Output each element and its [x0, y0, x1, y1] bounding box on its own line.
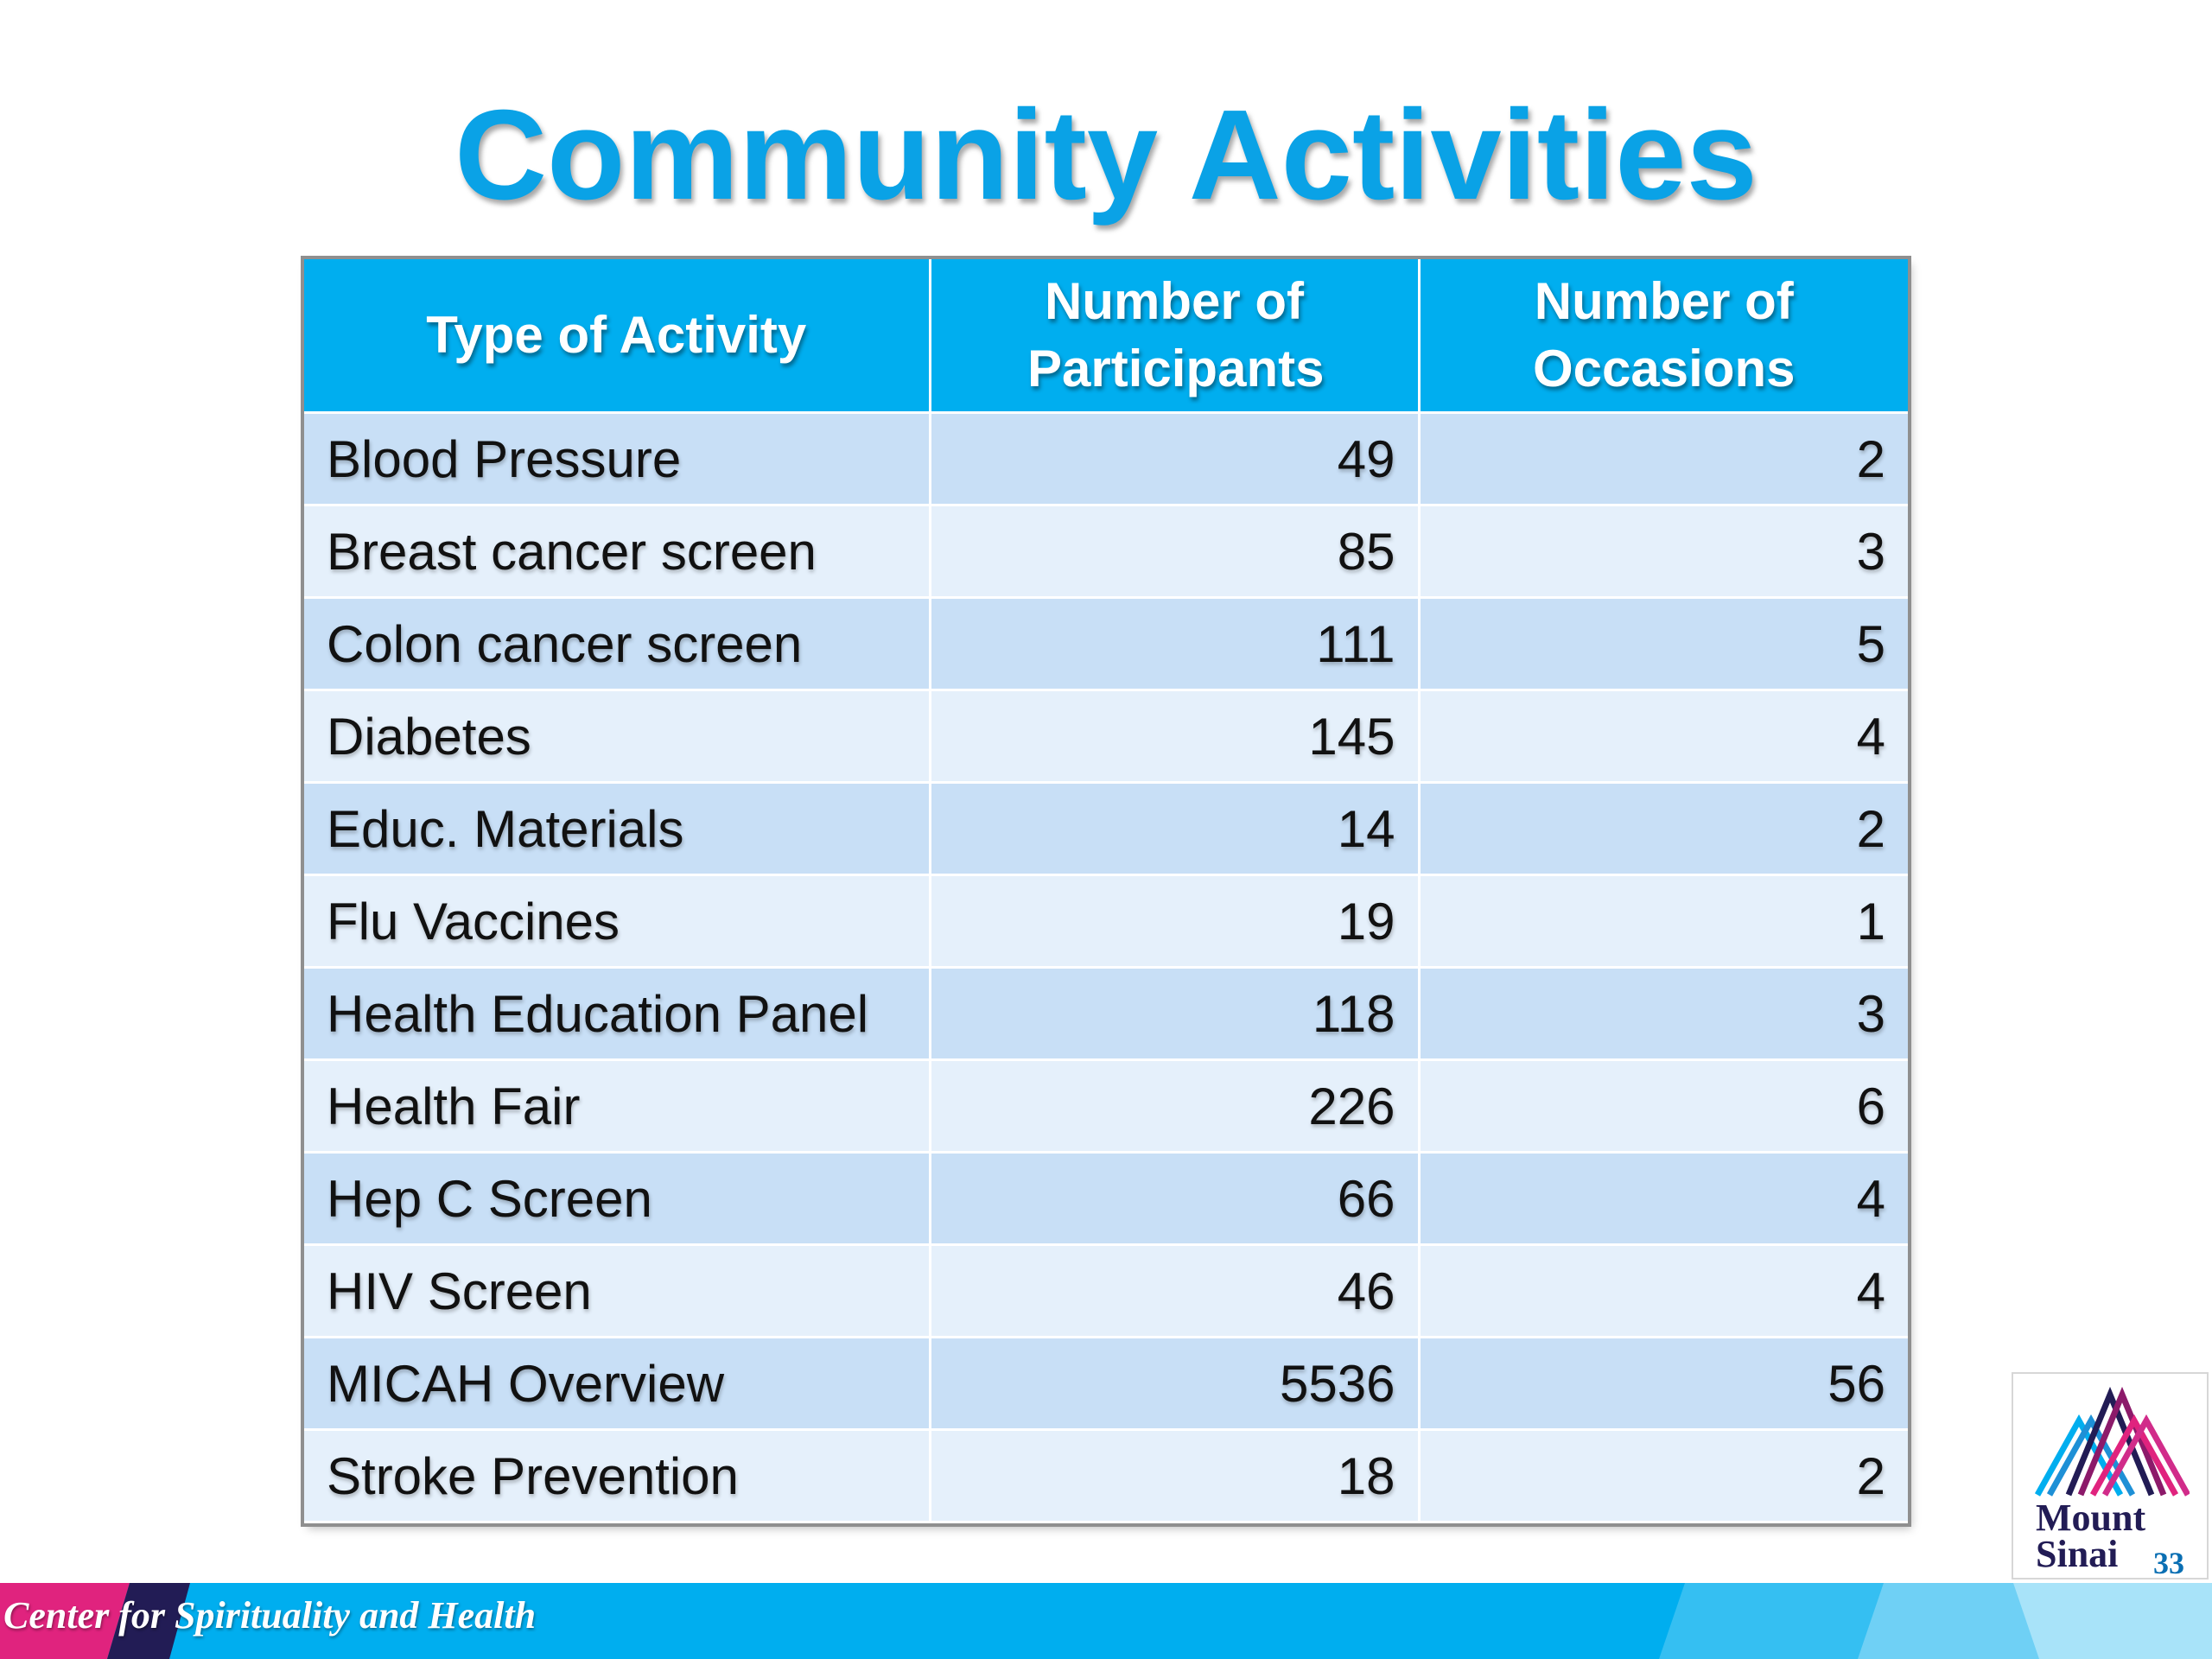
- participants-count: 5536: [930, 1337, 1421, 1431]
- participants-count: 85: [930, 505, 1421, 599]
- logo-line-mount: Mount: [2036, 1497, 2146, 1539]
- participants-count: 14: [930, 782, 1421, 876]
- table-row: Stroke Prevention 18 2: [304, 1429, 1908, 1523]
- occasions-count: 2: [1419, 412, 1908, 506]
- table-header-row: Type of Activity Number of Participants …: [304, 259, 1908, 414]
- logo-line-sinai: Sinai: [2036, 1533, 2119, 1575]
- participants-count: 18: [930, 1429, 1421, 1523]
- header-type-of-activity: Type of Activity: [304, 259, 931, 414]
- participants-count: 49: [930, 412, 1421, 506]
- activities-table: Type of Activity Number of Participants …: [304, 259, 1908, 1523]
- mount-sinai-peaks-icon: [2034, 1386, 2190, 1497]
- participants-count: 66: [930, 1152, 1421, 1246]
- occasions-count: 2: [1419, 782, 1908, 876]
- occasions-count: 4: [1419, 1244, 1908, 1338]
- activity-name: Blood Pressure: [304, 412, 931, 506]
- activity-name: Health Education Panel: [304, 967, 931, 1061]
- table-row: HIV Screen 46 4: [304, 1244, 1908, 1338]
- participants-count: 118: [930, 967, 1421, 1061]
- occasions-count: 3: [1419, 967, 1908, 1061]
- occasions-count: 1: [1419, 874, 1908, 969]
- header-participants-text: Number of Participants: [1027, 272, 1325, 397]
- participants-count: 46: [930, 1244, 1421, 1338]
- activity-name: Diabetes: [304, 690, 931, 784]
- table-row: Hep C Screen 66 4: [304, 1152, 1908, 1246]
- mount-sinai-logo: Mount Sinai 33: [2012, 1372, 2209, 1580]
- activity-name: Hep C Screen: [304, 1152, 931, 1246]
- activity-name: Colon cancer screen: [304, 597, 931, 691]
- footer-title: Center for Spirituality and Health: [3, 1594, 537, 1637]
- slide-title: Community Activities: [454, 84, 1758, 226]
- table-row: Colon cancer screen 111 5: [304, 597, 1908, 691]
- occasions-count: 5: [1419, 597, 1908, 691]
- table-row: Educ. Materials 14 2: [304, 782, 1908, 876]
- activity-name: Flu Vaccines: [304, 874, 931, 969]
- occasions-count: 56: [1419, 1337, 1908, 1431]
- participants-count: 145: [930, 690, 1421, 784]
- table-row: Health Education Panel 118 3: [304, 967, 1908, 1061]
- occasions-count: 3: [1419, 505, 1908, 599]
- table-row: Flu Vaccines 19 1: [304, 874, 1908, 969]
- footer-background-shapes: [0, 1583, 2212, 1659]
- activity-name: Health Fair: [304, 1059, 931, 1154]
- activity-name: HIV Screen: [304, 1244, 931, 1338]
- logo-wordmark: Mount Sinai: [2036, 1497, 2146, 1575]
- activity-name: MICAH Overview: [304, 1337, 931, 1431]
- occasions-count: 4: [1419, 1152, 1908, 1246]
- table-row: Health Fair 226 6: [304, 1059, 1908, 1154]
- table-row: Blood Pressure 49 2: [304, 412, 1908, 506]
- activity-name: Breast cancer screen: [304, 505, 931, 599]
- participants-count: 111: [930, 597, 1421, 691]
- occasions-count: 4: [1419, 690, 1908, 784]
- occasions-count: 2: [1419, 1429, 1908, 1523]
- participants-count: 19: [930, 874, 1421, 969]
- table-row: Breast cancer screen 85 3: [304, 505, 1908, 599]
- page-number: 33: [2153, 1546, 2184, 1580]
- activity-name: Educ. Materials: [304, 782, 931, 876]
- footer-band: Center for Spirituality and Health: [0, 1583, 2212, 1659]
- header-number-of-occasions: Number of Occasions: [1419, 259, 1908, 414]
- activity-name: Stroke Prevention: [304, 1429, 931, 1523]
- participants-count: 226: [930, 1059, 1421, 1154]
- header-number-of-participants: Number of Participants: [930, 259, 1421, 414]
- table-row: MICAH Overview 5536 56: [304, 1337, 1908, 1431]
- table-row: Diabetes 145 4: [304, 690, 1908, 784]
- header-occasions-text: Number of Occasions: [1533, 272, 1796, 397]
- occasions-count: 6: [1419, 1059, 1908, 1154]
